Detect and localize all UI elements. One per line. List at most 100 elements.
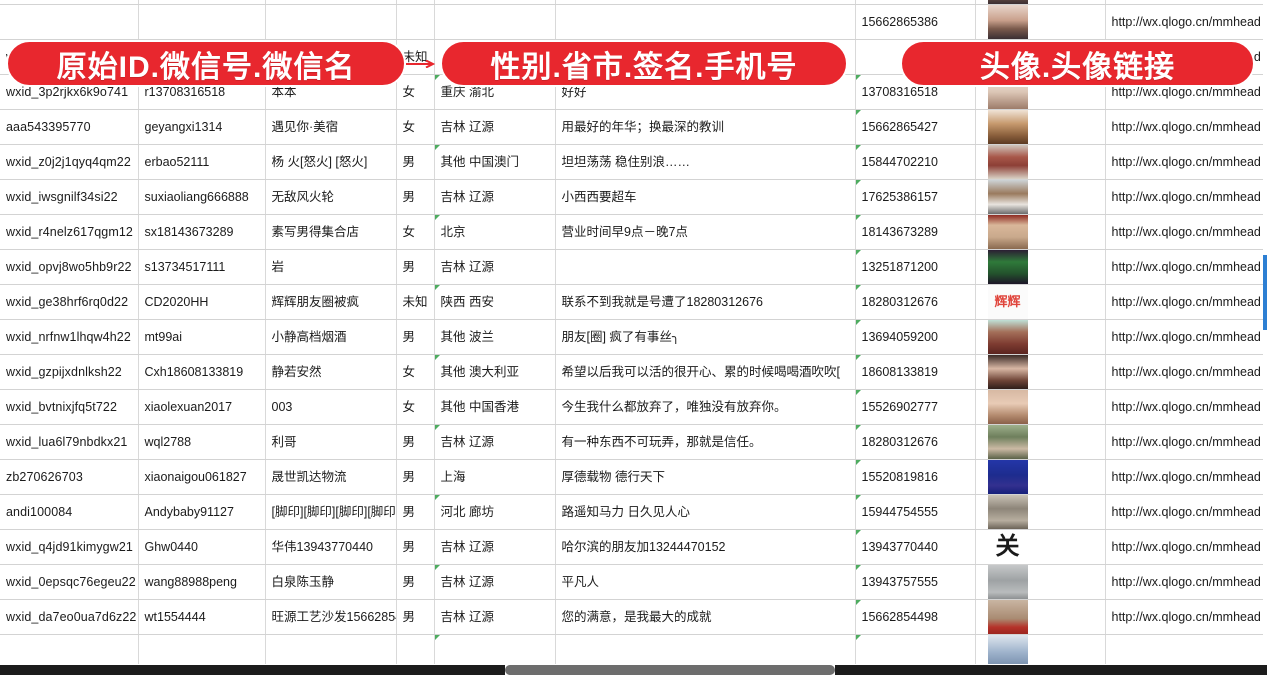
cell-id[interactable]: wxid_da7eo0ua7d6z22: [0, 599, 139, 635]
cell-name[interactable]: 小静高档烟酒: [265, 319, 397, 355]
cell-id[interactable]: andi100084: [0, 494, 139, 530]
cell-avatar[interactable]: 关: [975, 529, 1106, 565]
cell-wxno[interactable]: xiaolexuan2017: [138, 389, 266, 425]
cell-gender[interactable]: 男: [396, 319, 435, 355]
cell-url[interactable]: http://wx.qlogo.cn/mmhead: [1105, 599, 1267, 635]
cell-name[interactable]: 素写男得集合店: [265, 214, 397, 250]
cell-sign[interactable]: 用最好的年华；换最深的教训: [555, 109, 856, 145]
cell-name[interactable]: 利哥: [265, 424, 397, 460]
cell-url[interactable]: http://wx.qlogo.cn/mmhead: [1105, 354, 1267, 390]
cell-phone[interactable]: 15526902777: [855, 389, 976, 425]
cell-region[interactable]: [434, 634, 556, 669]
cell-region[interactable]: 吉林 辽源: [434, 179, 556, 215]
cell-gender[interactable]: 女: [396, 389, 435, 425]
cell-phone[interactable]: 18143673289: [855, 214, 976, 250]
cell-wxno[interactable]: xiaojing600546: [138, 0, 266, 5]
cell-wxno[interactable]: [138, 4, 266, 40]
cell-phone[interactable]: 18280312676: [855, 424, 976, 460]
cell-gender[interactable]: 女: [396, 74, 435, 110]
cell-name[interactable]: 遇见你·美宿: [265, 109, 397, 145]
cell-sign[interactable]: 厚德载物 德行天下: [555, 459, 856, 495]
cell-name[interactable]: 杨 火[怒火] [怒火]: [265, 144, 397, 180]
cell-phone[interactable]: 17625386157: [855, 179, 976, 215]
cell-id[interactable]: wxid_bvtnixjfq5t722: [0, 389, 139, 425]
cell-wxno[interactable]: wt1554444: [138, 599, 266, 635]
horizontal-scrollbar-track-left[interactable]: [0, 665, 505, 675]
table-row[interactable]: wxid_gzpijxdnlksh22 Cxh18608133819 静若安然女其他…: [0, 354, 1267, 390]
cell-phone[interactable]: [855, 634, 976, 669]
cell-sign[interactable]: 路遥知马力 日久见人心: [555, 494, 856, 530]
cell-gender[interactable]: 未知: [396, 284, 435, 320]
cell-sign[interactable]: 希望以后我可以活的很开心、累的时候喝喝酒吹吹[: [555, 354, 856, 390]
cell-gender[interactable]: 未知: [396, 0, 435, 5]
cell-name[interactable]: 无敌风火轮: [265, 179, 397, 215]
cell-url[interactable]: http://wx.qlogo.cn/mmhead: [1105, 4, 1267, 40]
cell-url[interactable]: http://wx.qlogo.cn/mmhead: [1105, 424, 1267, 460]
cell-gender[interactable]: 男: [396, 494, 435, 530]
vertical-scrollbar-thumb[interactable]: [1263, 255, 1267, 330]
cell-id[interactable]: wxid_q4jd91kimygw21: [0, 529, 139, 565]
cell-region[interactable]: 其他 中国香港: [434, 389, 556, 425]
cell-gender[interactable]: [396, 634, 435, 669]
cell-sign[interactable]: 小西西要超车: [555, 179, 856, 215]
cell-id[interactable]: wxid_ge38hrf6rq0d22: [0, 284, 139, 320]
cell-region[interactable]: 吉林 辽源: [434, 249, 556, 285]
cell-avatar[interactable]: [975, 424, 1106, 460]
cell-url[interactable]: http://wx.qlogo.cn/mmhead: [1105, 389, 1267, 425]
table-row[interactable]: aaa543395770 geyangxi1314 遇见你·美宿女吉林 辽源 用最好的…: [0, 109, 1267, 145]
cell-avatar[interactable]: [975, 144, 1106, 180]
cell-avatar[interactable]: [975, 459, 1106, 495]
cell-id[interactable]: wxid_gzpijxdnlksh22: [0, 354, 139, 390]
cell-url[interactable]: http://wx.qlogo.cn/mmhead: [1105, 249, 1267, 285]
table-row[interactable]: 15662865386 http://wx.qlogo.cn/mmhead: [0, 4, 1267, 40]
cell-region[interactable]: 吉林 辽源: [434, 599, 556, 635]
cell-region[interactable]: 河北 廊坊: [434, 494, 556, 530]
table-row[interactable]: wxid_da7eo0ua7d6z22 wt1554444 旺源工艺沙发156628…: [0, 599, 1267, 635]
table-row[interactable]: wxid_iwsgnilf34si22 suxiaoliang666888 无敌风火…: [0, 179, 1267, 215]
cell-sign[interactable]: 坦坦荡荡 稳住别浪……: [555, 144, 856, 180]
cell-region[interactable]: 吉林 辽源: [434, 529, 556, 565]
cell-sign[interactable]: [555, 249, 856, 285]
cell-id[interactable]: wxid_r4nelz617qgm12: [0, 214, 139, 250]
cell-url[interactable]: http://wx.qlogo.cn/mmhead: [1105, 529, 1267, 565]
cell-id[interactable]: zb270626703: [0, 459, 139, 495]
horizontal-scrollbar-thumb[interactable]: [505, 665, 835, 675]
cell-gender[interactable]: 男: [396, 564, 435, 600]
cell-avatar[interactable]: [975, 179, 1106, 215]
cell-phone[interactable]: 15662854498: [855, 599, 976, 635]
cell-gender[interactable]: 男: [396, 459, 435, 495]
cell-id[interactable]: [0, 4, 139, 40]
cell-url[interactable]: http://wx.qlogo.cn/mmhead: [1105, 144, 1267, 180]
cell-wxno[interactable]: wql2788: [138, 424, 266, 460]
cell-sign[interactable]: 联系不到我就是号遭了18280312676: [555, 284, 856, 320]
cell-gender[interactable]: 男: [396, 249, 435, 285]
cell-region[interactable]: 其他 澳大利亚: [434, 354, 556, 390]
cell-id[interactable]: wxid_lua6l79nbdkx21: [0, 424, 139, 460]
cell-sign[interactable]: 哈尔滨的朋友加13244470152: [555, 529, 856, 565]
cell-region[interactable]: 其他 波兰: [434, 319, 556, 355]
cell-avatar[interactable]: [975, 389, 1106, 425]
cell-url[interactable]: http://wx.qlogo.cn/mmhead: [1105, 494, 1267, 530]
cell-name[interactable]: 华伟13943770440: [265, 529, 397, 565]
cell-url[interactable]: http://wx.qlogo.cn/mmhead: [1105, 179, 1267, 215]
cell-gender[interactable]: 女: [396, 109, 435, 145]
cell-gender[interactable]: 男: [396, 144, 435, 180]
cell-name[interactable]: 静若安然: [265, 354, 397, 390]
cell-id[interactable]: wxid_0epsqc76egeu22: [0, 564, 139, 600]
cell-sign[interactable]: [555, 4, 856, 40]
cell-gender[interactable]: 男: [396, 599, 435, 635]
cell-avatar[interactable]: [975, 494, 1106, 530]
table-row[interactable]: wxid_nrfnw1lhqw4h22 mt99ai 小静高档烟酒男其他 波兰 朋友[…: [0, 319, 1267, 355]
cell-region[interactable]: 吉林 辽源: [434, 109, 556, 145]
cell-name[interactable]: 旺源工艺沙发15662854: [265, 599, 397, 635]
cell-phone[interactable]: 15944754555: [855, 494, 976, 530]
cell-region[interactable]: 陕西 西安: [434, 284, 556, 320]
cell-region[interactable]: 吉林 辽源: [434, 564, 556, 600]
cell-avatar[interactable]: 辉辉: [975, 284, 1106, 320]
cell-name[interactable]: 丫丫～小: [265, 0, 397, 5]
cell-avatar[interactable]: [975, 0, 1106, 5]
horizontal-scrollbar[interactable]: [0, 664, 1267, 676]
cell-sign[interactable]: 朋友[圈] 疯了有事丝╮: [555, 319, 856, 355]
cell-sign[interactable]: 合一单 交一个朋友 诚信塞谱 失联18280312676: [555, 0, 856, 5]
cell-wxno[interactable]: s13734517111: [138, 249, 266, 285]
